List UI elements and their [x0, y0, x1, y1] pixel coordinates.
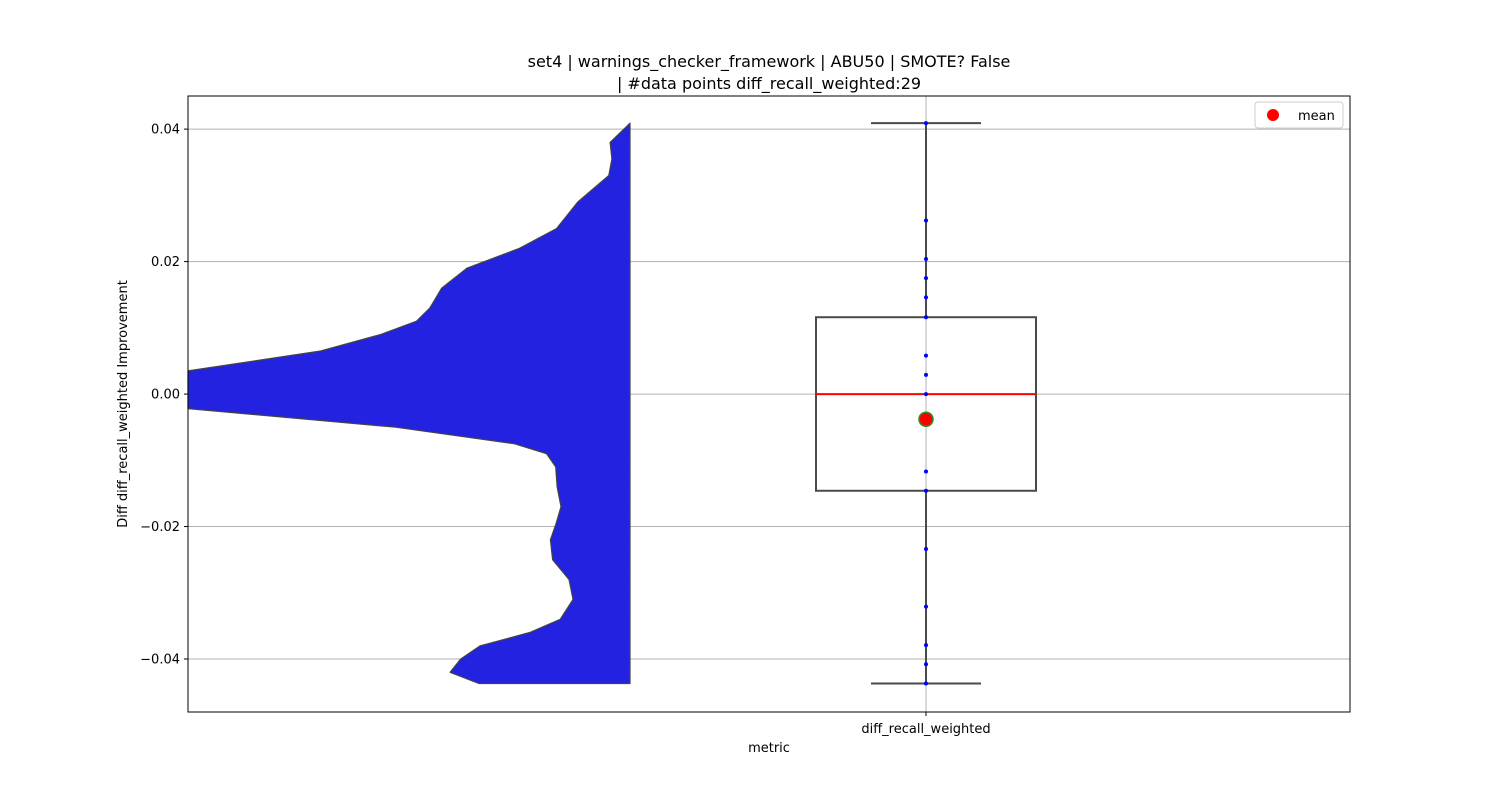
legend-mean-label: mean [1298, 109, 1335, 124]
y-tick-label: −0.02 [140, 520, 180, 535]
legend-mean-marker [1267, 109, 1279, 121]
data-points [918, 121, 934, 686]
data-point [924, 372, 928, 377]
data-point [924, 315, 928, 320]
mean-marker [918, 411, 934, 427]
data-point [924, 218, 928, 223]
chart-title: set4 | warnings_checker_framework | ABU5… [528, 52, 1011, 72]
y-axis-label: Diff diff_recall_weighted Improvement [116, 280, 131, 528]
legend-frame [1254, 101, 1344, 129]
data-point [924, 681, 928, 686]
data-point [924, 353, 928, 358]
data-point [924, 547, 928, 552]
x-axis-label: metric [748, 741, 790, 756]
y-tick-label: −0.04 [140, 653, 180, 668]
y-tick-label: 0.04 [151, 123, 180, 138]
data-point [924, 488, 928, 493]
violin-shape [187, 122, 631, 685]
data-point [924, 295, 928, 300]
x-axis-ticks: diff_recall_weighted [861, 712, 991, 737]
data-point [924, 469, 928, 474]
data-point [924, 643, 928, 648]
data-point [924, 121, 928, 126]
data-point [924, 256, 928, 261]
y-axis-ticks: 0.04 0.02 0.00 −0.02 −0.04 [140, 123, 188, 668]
box-iqr [815, 316, 1037, 492]
data-point [924, 604, 928, 609]
data-point [924, 662, 928, 667]
plot-area-frame [187, 95, 1351, 713]
box-plot [815, 122, 1037, 685]
legend: mean [1254, 101, 1344, 129]
y-tick-label: 0.00 [151, 388, 180, 403]
data-point [924, 276, 928, 281]
violin-plot [187, 122, 631, 685]
y-tick-label: 0.02 [151, 255, 180, 270]
chart-subtitle: | #data points diff_recall_weighted:29 [617, 74, 921, 94]
x-tick-label: diff_recall_weighted [861, 722, 990, 737]
data-point [924, 392, 928, 397]
